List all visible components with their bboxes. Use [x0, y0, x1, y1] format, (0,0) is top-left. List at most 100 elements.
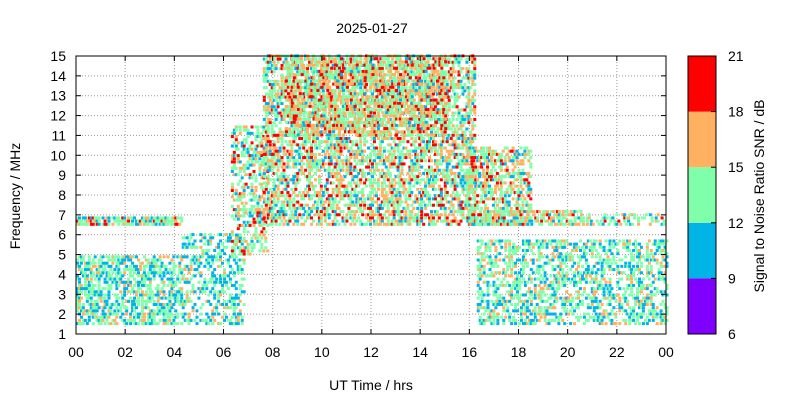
data-point	[331, 219, 335, 223]
data-point	[170, 303, 174, 307]
data-point	[292, 222, 296, 226]
data-point	[394, 200, 398, 204]
data-point	[455, 117, 459, 121]
data-point	[306, 213, 310, 217]
data-point	[315, 137, 319, 141]
data-point	[380, 137, 384, 141]
data-point	[264, 130, 268, 134]
data-point	[382, 187, 386, 191]
data-point	[386, 159, 390, 163]
data-point	[217, 242, 221, 246]
data-point	[345, 159, 349, 163]
data-point	[394, 210, 398, 214]
data-point	[290, 67, 294, 71]
data-point	[317, 168, 321, 172]
data-point	[292, 95, 296, 99]
data-point	[262, 128, 266, 132]
data-point	[308, 175, 312, 179]
data-point	[158, 222, 162, 226]
data-point	[150, 312, 154, 316]
data-point	[183, 268, 187, 272]
data-point	[376, 111, 380, 115]
data-point	[278, 222, 282, 226]
data-point	[272, 133, 276, 137]
data-point	[290, 101, 294, 105]
data-point	[404, 146, 408, 150]
data-point	[240, 242, 244, 246]
data-point	[371, 70, 374, 74]
data-point	[266, 108, 270, 112]
data-point	[294, 95, 298, 99]
data-point	[347, 159, 351, 163]
data-point	[152, 264, 156, 268]
data-point	[268, 79, 272, 83]
data-point	[77, 222, 81, 226]
data-point	[321, 159, 325, 163]
data-point	[240, 258, 244, 262]
data-point	[317, 213, 321, 217]
data-point	[109, 303, 113, 307]
data-point	[292, 162, 296, 166]
data-point	[420, 146, 424, 150]
data-point	[252, 150, 256, 154]
data-point	[156, 283, 160, 287]
data-point	[335, 187, 339, 191]
data-point	[76, 219, 79, 223]
data-point	[230, 239, 234, 243]
data-point	[234, 261, 238, 265]
data-point	[372, 181, 376, 185]
data-point	[199, 239, 203, 243]
data-point	[335, 206, 339, 210]
data-point	[278, 127, 282, 131]
data-point	[125, 280, 129, 284]
data-point	[201, 290, 205, 294]
data-point	[262, 216, 266, 220]
data-point	[459, 210, 463, 214]
data-point	[264, 203, 268, 207]
data-point	[351, 178, 355, 182]
data-point	[238, 195, 242, 199]
data-point	[424, 184, 428, 188]
data-point	[400, 162, 404, 166]
data-point	[306, 152, 310, 156]
data-point	[457, 222, 461, 226]
data-point	[388, 63, 392, 67]
data-point	[420, 121, 424, 125]
data-point	[276, 165, 280, 169]
data-point	[266, 159, 270, 163]
data-point	[359, 168, 363, 172]
data-point	[320, 120, 324, 124]
data-point	[451, 197, 455, 201]
data-point	[284, 120, 288, 124]
data-point	[123, 219, 127, 223]
data-point	[447, 95, 451, 99]
data-point	[136, 303, 140, 307]
data-point	[308, 162, 312, 166]
data-point	[339, 181, 343, 185]
data-point	[451, 178, 455, 182]
data-point	[463, 108, 467, 112]
data-point	[93, 299, 97, 303]
data-point	[286, 73, 290, 77]
data-point	[355, 140, 359, 144]
data-point	[290, 130, 294, 134]
data-point	[294, 79, 298, 83]
data-point	[312, 79, 316, 83]
data-point	[298, 206, 302, 210]
data-point	[337, 191, 341, 195]
data-point	[290, 187, 294, 191]
data-point	[441, 203, 445, 207]
data-point	[148, 299, 152, 303]
data-point	[266, 216, 270, 220]
data-point	[296, 57, 300, 61]
data-point	[414, 149, 418, 153]
data-point	[250, 157, 254, 161]
data-point	[232, 242, 236, 246]
data-point	[282, 175, 286, 179]
data-point	[374, 168, 378, 172]
data-point	[388, 184, 392, 188]
data-point	[437, 98, 441, 102]
data-point	[337, 149, 341, 153]
data-point	[209, 277, 213, 281]
data-point	[323, 219, 327, 223]
